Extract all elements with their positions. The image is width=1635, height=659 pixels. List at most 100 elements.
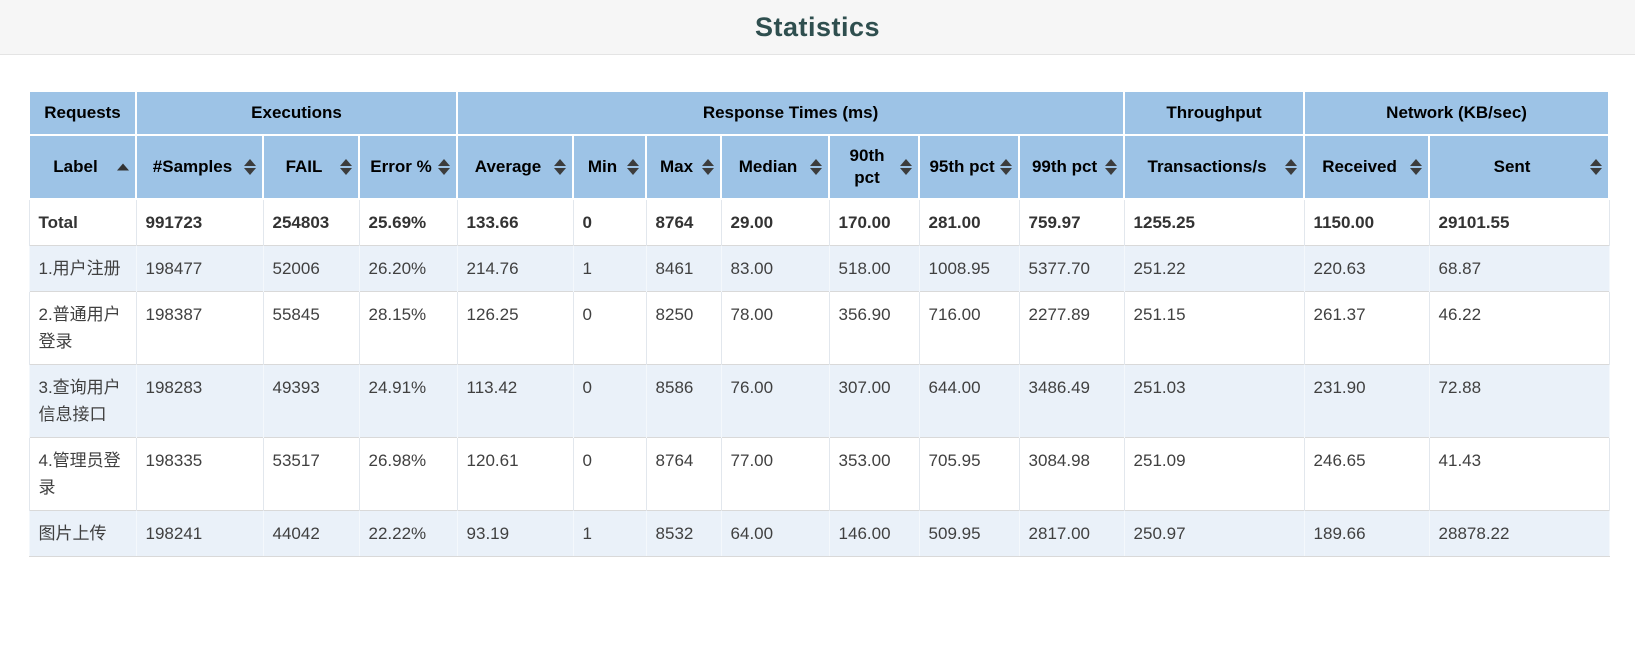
data-cell: 198283	[135, 364, 264, 438]
data-cell: 76.00	[720, 364, 830, 438]
data-cell: 8764	[645, 437, 722, 511]
table-body: Total 991723 254803 25.69% 133.66 0 8764 29.00 1…	[28, 198, 1610, 557]
data-cell: 198335	[135, 437, 264, 511]
data-cell: 231.90	[1303, 364, 1430, 438]
data-cell: 261.37	[1303, 291, 1430, 365]
data-cell: 41.43	[1428, 437, 1610, 511]
data-cell: 251.09	[1123, 437, 1305, 511]
column-header-90th-pct[interactable]: 90th pct	[828, 134, 921, 200]
data-cell: 254803	[262, 198, 360, 246]
column-header-min[interactable]: Min	[572, 134, 648, 200]
data-cell: 0	[572, 291, 647, 365]
sort-both-icon[interactable]	[244, 159, 256, 175]
data-cell: 113.42	[456, 364, 574, 438]
data-cell: 8764	[645, 198, 722, 246]
column-label: Error %	[370, 157, 432, 176]
sort-both-icon[interactable]	[1590, 159, 1603, 175]
data-cell: 170.00	[828, 198, 920, 246]
group-header-requests: Requests	[28, 90, 137, 136]
data-cell: 246.65	[1303, 437, 1430, 511]
data-cell: 64.00	[720, 510, 830, 557]
column-header-99th-pct[interactable]: 99th pct	[1018, 134, 1126, 200]
group-header-network-kb-sec: Network (KB/sec)	[1303, 90, 1611, 136]
data-cell: 8532	[645, 510, 722, 557]
data-cell: 1	[572, 245, 647, 292]
data-cell: 251.15	[1123, 291, 1305, 365]
data-cell: 251.03	[1123, 364, 1305, 438]
column-label: FAIL	[285, 157, 323, 176]
sort-both-icon[interactable]	[900, 159, 913, 175]
column-header-received[interactable]: Received	[1303, 134, 1431, 200]
column-header-transactions-s[interactable]: Transactions/s	[1123, 134, 1306, 200]
data-cell: 1255.25	[1123, 198, 1305, 246]
column-header-error[interactable]: Error %	[357, 134, 459, 200]
data-cell: 146.00	[828, 510, 920, 557]
column-label: Max	[659, 157, 694, 176]
row-label-cell: 4.管理员登录	[28, 437, 137, 511]
group-header-executions: Executions	[134, 90, 459, 136]
sort-both-icon[interactable]	[810, 159, 823, 175]
page-title: Statistics	[754, 11, 881, 42]
row-label-cell: 图片上传	[28, 510, 137, 557]
data-cell: 53517	[262, 437, 360, 511]
data-cell: 52006	[262, 245, 360, 292]
column-header-fail[interactable]: FAIL	[262, 134, 360, 200]
data-cell: 281.00	[918, 198, 1020, 246]
column-header-average[interactable]: Average	[456, 134, 575, 200]
sort-both-icon[interactable]	[554, 159, 567, 175]
data-cell: 46.22	[1428, 291, 1610, 365]
data-cell: 28878.22	[1428, 510, 1610, 557]
column-header-samples[interactable]: #Samples	[135, 134, 264, 200]
data-cell: 214.76	[456, 245, 574, 292]
sort-both-icon[interactable]	[1410, 159, 1423, 175]
data-cell: 8586	[645, 364, 722, 438]
data-cell: 0	[572, 364, 647, 438]
data-cell: 198387	[135, 291, 264, 365]
data-cell: 1150.00	[1303, 198, 1430, 246]
data-cell: 353.00	[828, 437, 920, 511]
data-cell: 29.00	[720, 198, 830, 246]
data-cell: 126.25	[456, 291, 574, 365]
data-cell: 93.19	[456, 510, 574, 557]
sort-ascending-icon[interactable]	[117, 163, 129, 171]
data-cell: 133.66	[456, 198, 574, 246]
data-cell: 2817.00	[1018, 510, 1125, 557]
column-header-sent[interactable]: Sent	[1428, 134, 1611, 200]
column-label: #Samples	[152, 157, 233, 176]
data-cell: 78.00	[720, 291, 830, 365]
column-header-max[interactable]: Max	[645, 134, 723, 200]
sort-both-icon[interactable]	[627, 159, 640, 175]
column-header-row: Label #Samples FAIL Error % Average Min Max Med…	[28, 134, 1611, 200]
data-cell: 26.98%	[358, 437, 458, 511]
column-header-95th-pct[interactable]: 95th pct	[918, 134, 1021, 200]
data-cell: 1008.95	[918, 245, 1020, 292]
data-cell: 8250	[645, 291, 722, 365]
data-cell: 83.00	[720, 245, 830, 292]
column-label: Median	[738, 157, 798, 176]
sort-both-icon[interactable]	[702, 159, 715, 175]
data-cell: 1	[572, 510, 647, 557]
data-cell: 44042	[262, 510, 360, 557]
row-label-cell: Total	[28, 198, 137, 246]
sort-both-icon[interactable]	[1105, 159, 1118, 175]
data-cell: 8461	[645, 245, 722, 292]
data-cell: 518.00	[828, 245, 920, 292]
data-cell: 120.61	[456, 437, 574, 511]
table-row: 4.管理员登录 198335 53517 26.98% 120.61 0 8764 77.00…	[28, 437, 1610, 511]
data-cell: 307.00	[828, 364, 920, 438]
table-row: 3.查询用户信息接口 198283 49393 24.91% 113.42 0 8586 76…	[28, 364, 1610, 438]
sort-both-icon[interactable]	[1285, 159, 1298, 175]
column-header-median[interactable]: Median	[720, 134, 831, 200]
sort-both-icon[interactable]	[1000, 159, 1013, 175]
column-header-label[interactable]: Label	[28, 134, 137, 200]
sort-both-icon[interactable]	[438, 159, 451, 175]
row-label-cell: 3.查询用户信息接口	[28, 364, 137, 438]
data-cell: 356.90	[828, 291, 920, 365]
column-label: Min	[587, 157, 618, 176]
data-cell: 759.97	[1018, 198, 1125, 246]
data-cell: 26.20%	[358, 245, 458, 292]
sort-both-icon[interactable]	[340, 159, 352, 175]
data-cell: 509.95	[918, 510, 1020, 557]
column-label: 90th pct	[849, 146, 885, 187]
data-cell: 251.22	[1123, 245, 1305, 292]
